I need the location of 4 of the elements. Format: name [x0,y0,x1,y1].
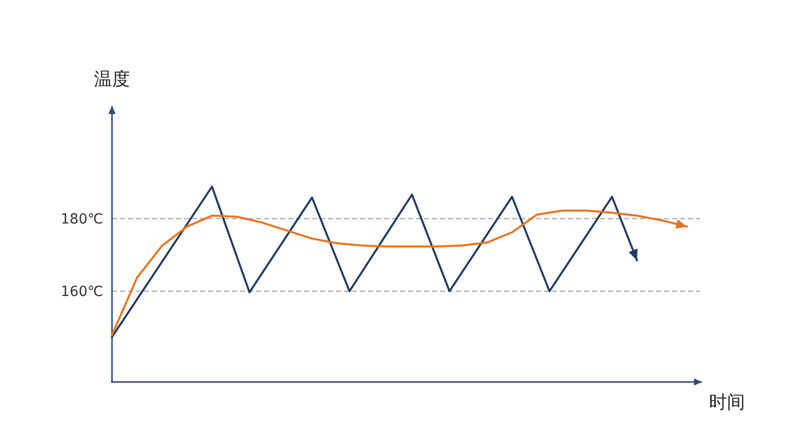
y-tick-label: 160℃ [60,284,104,300]
y-axis-title: 温度 [94,69,130,90]
y-tick-label: 180℃ [60,212,104,228]
x-axis-title: 时间 [709,392,745,413]
